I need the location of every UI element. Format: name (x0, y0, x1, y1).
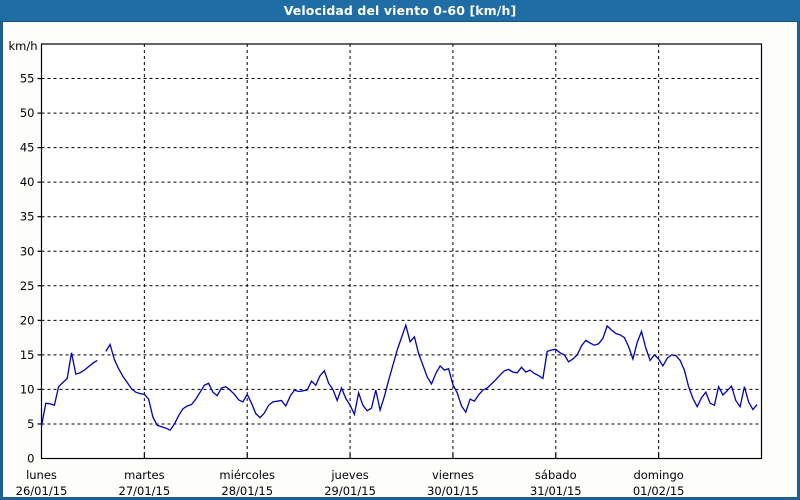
x-date-label: 31/01/15 (530, 484, 582, 498)
chart-title: Velocidad del viento 0-60 [km/h] (283, 3, 517, 18)
x-day-label: martes (124, 468, 165, 482)
x-axis-labels: lunes 26/01/15 martes 27/01/15 miércoles 28/0… (16, 468, 685, 498)
y-tick-label: 30 (20, 244, 35, 258)
y-tick-label: 0 (27, 452, 34, 466)
y-tick-label: 35 (20, 210, 35, 224)
y-gridlines (41, 78, 762, 425)
y-tick-label: 55 (20, 72, 35, 86)
wind-speed-series-line (40, 322, 758, 432)
y-tick-label: 10 (20, 382, 35, 396)
x-date-label: 26/01/15 (16, 484, 68, 498)
y-tick-label: 50 (20, 106, 35, 120)
axis-ticks (37, 77, 660, 459)
x-date-label: 29/01/15 (324, 484, 376, 498)
y-axis-unit-label: km/h (8, 39, 37, 53)
x-day-label: sábado (535, 468, 577, 482)
x-day-label: lunes (26, 468, 57, 482)
y-tick-label: 45 (20, 141, 35, 155)
y-tick-labels: 0 5 10 15 20 25 30 35 40 45 50 55 (20, 72, 35, 466)
x-day-label: domingo (633, 468, 683, 482)
x-date-label: 01/02/15 (633, 484, 685, 498)
window-frame-border (0, 22, 800, 500)
y-tick-label: 15 (20, 348, 35, 362)
x-day-label: jueves (330, 468, 368, 482)
x-day-label: viernes (432, 468, 474, 482)
y-tick-label: 25 (20, 279, 35, 293)
x-day-label: miércoles (219, 468, 275, 482)
y-tick-label: 40 (20, 175, 35, 189)
x-date-label: 27/01/15 (119, 484, 171, 498)
x-date-label: 30/01/15 (427, 484, 479, 498)
x-date-label: 28/01/15 (221, 484, 273, 498)
chart-title-bar: Velocidad del viento 0-60 [km/h] (0, 0, 800, 22)
y-tick-label: 5 (27, 417, 34, 431)
y-tick-label: 20 (20, 313, 35, 327)
